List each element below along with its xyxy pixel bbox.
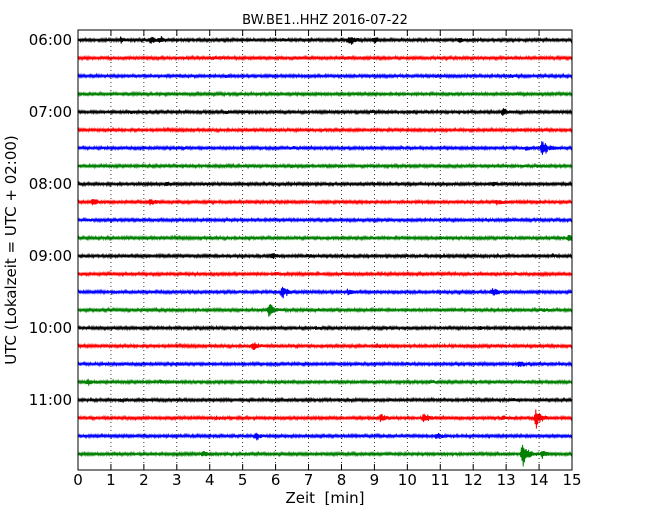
- x-axis: 0 1 2 3 4 5 6 7 8 9 10 11 12 13 14 15: [73, 30, 582, 489]
- y-tick-label: 06:00: [29, 31, 72, 49]
- x-tick-label: 7: [304, 471, 314, 489]
- trace-1145: [77, 444, 573, 467]
- trace-0615: [77, 54, 573, 62]
- trace-1030: [77, 360, 573, 368]
- y-tick-label: 10:00: [29, 319, 72, 337]
- trace-1115: [77, 409, 573, 429]
- x-tick-label: 6: [271, 471, 281, 489]
- x-tick-label: 8: [337, 471, 347, 489]
- x-tick-label: 12: [464, 471, 483, 489]
- x-tick-label: 5: [238, 471, 248, 489]
- trace-0830: [77, 216, 573, 224]
- x-axis-label: Zeit [min]: [285, 489, 364, 507]
- trace-1130: [77, 432, 573, 441]
- trace-0645: [77, 90, 573, 98]
- trace-1015: [77, 342, 573, 350]
- trace-0700: [77, 108, 573, 116]
- trace-0600: [77, 36, 573, 45]
- trace-0900: [77, 252, 573, 260]
- x-tick-label: 4: [205, 471, 215, 489]
- plot-frame: [77, 29, 573, 471]
- vertical-grid: [110, 30, 540, 470]
- trace-0930: [77, 286, 573, 299]
- trace-1000: [77, 324, 573, 332]
- x-tick-label: 14: [530, 471, 549, 489]
- y-tick-label: 09:00: [29, 247, 72, 265]
- y-axis: 06:00 07:00 08:00 09:00 10:00 11:00: [29, 31, 84, 409]
- chart-title: BW.BE1..HHZ 2016-07-22: [242, 13, 408, 28]
- x-tick-label: 0: [73, 471, 83, 489]
- trace-0730: [77, 141, 573, 155]
- trace-1100: [77, 396, 573, 404]
- x-tick-label: 9: [370, 471, 380, 489]
- x-tick-label: 15: [562, 471, 581, 489]
- trace-0800: [77, 180, 573, 188]
- y-axis-label: UTC (Lokalzeit = UTC + 02:00): [2, 135, 20, 365]
- y-tick-label: 11:00: [29, 391, 72, 409]
- trace-0745: [77, 162, 573, 170]
- trace-0630: [77, 72, 573, 80]
- trace-0815: [77, 198, 573, 206]
- trace-0945: [77, 304, 573, 317]
- x-tick-label: 2: [139, 471, 149, 489]
- trace-0715: [77, 126, 573, 134]
- trace-group: [77, 36, 573, 467]
- trace-1045: [77, 378, 573, 386]
- trace-0915: [77, 270, 573, 278]
- y-tick-label: 07:00: [29, 103, 72, 121]
- x-tick-label: 3: [172, 471, 182, 489]
- y-tick-label: 08:00: [29, 175, 72, 193]
- x-tick-label: 10: [398, 471, 417, 489]
- x-tick-label: 1: [106, 471, 116, 489]
- x-tick-label: 13: [497, 471, 516, 489]
- x-tick-label: 11: [431, 471, 450, 489]
- trace-0845: [77, 234, 573, 242]
